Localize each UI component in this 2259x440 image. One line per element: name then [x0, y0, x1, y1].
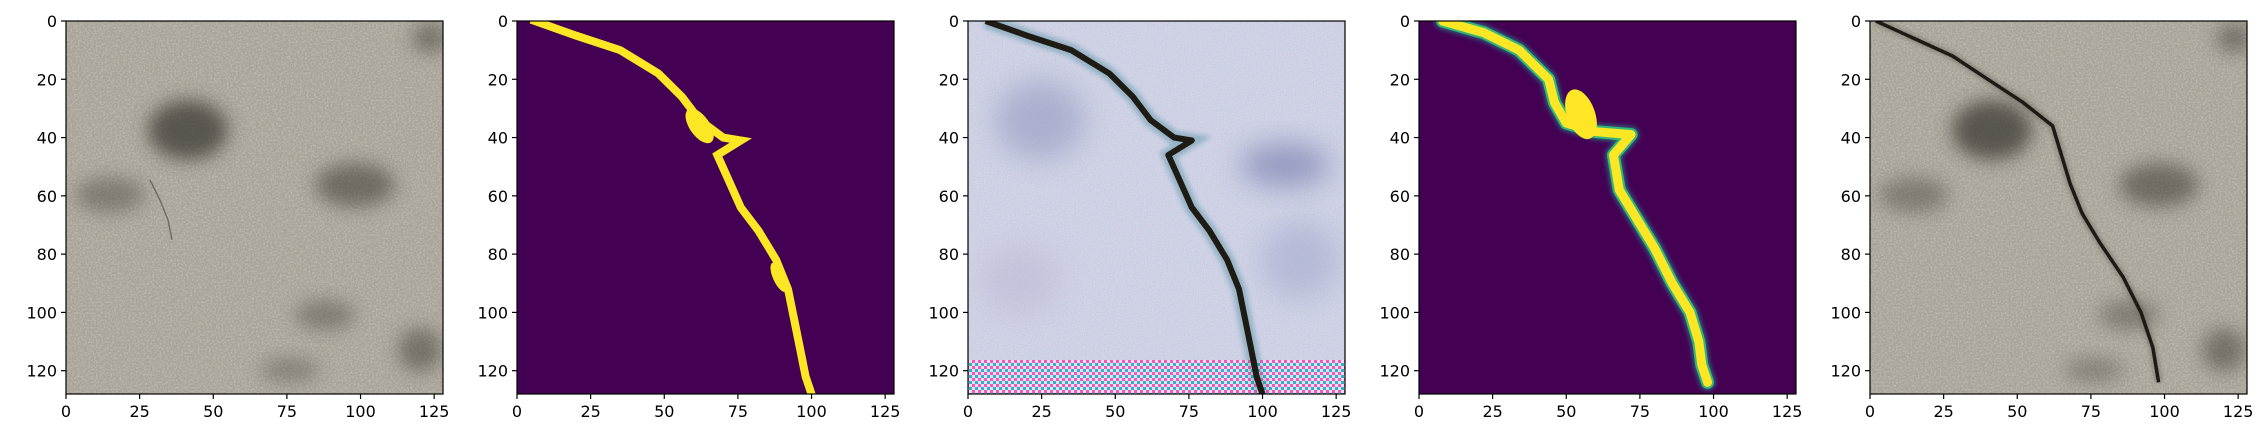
predicted-frame [1418, 20, 1797, 395]
generated-crack-line [984, 21, 1266, 394]
x-tick-label: 0 [1414, 402, 1424, 421]
predicted-crack-blob [1565, 89, 1597, 140]
output-photo-image [1870, 21, 2247, 394]
y-tick-label: 20 [1841, 70, 1861, 89]
panel-predicted: 0 25 50 75 100 125 0 20 40 60 80 100 120 [1379, 12, 1802, 421]
panel-ground-truth: 0 25 50 75 100 125 0 20 40 60 80 100 120 [477, 12, 900, 421]
x-tick-label: 100 [1698, 402, 1729, 421]
y-tick-label: 100 [928, 303, 959, 322]
x-tick-label: 125 [419, 402, 450, 421]
x-tick-label: 25 [1933, 402, 1953, 421]
input-photo-frame [65, 20, 444, 395]
y-tick-label: 0 [498, 12, 508, 31]
x-tick-label: 75 [277, 402, 297, 421]
x-tick-label: 25 [129, 402, 149, 421]
x-tick-label: 50 [654, 402, 674, 421]
y-tick-label: 80 [488, 245, 508, 264]
y-tick-label: 20 [488, 70, 508, 89]
generated-image [968, 21, 1345, 394]
panel-generated: 0 25 50 75 100 125 0 20 40 60 80 100 120 [928, 12, 1351, 421]
ground-truth-crack-blob [770, 262, 788, 293]
output-crack [1874, 21, 2163, 383]
y-tick-label: 80 [1390, 245, 1410, 264]
y-tick-label: 60 [488, 187, 508, 206]
y-tick-label: 80 [939, 245, 959, 264]
x-tick-label: 25 [580, 402, 600, 421]
x-tick-label: 125 [870, 402, 901, 421]
y-tick-label: 120 [1830, 362, 1861, 381]
panel-output-photo: 0 25 50 75 100 125 0 20 40 60 80 100 120 [1830, 12, 2253, 421]
input-photo-image [66, 21, 443, 394]
output-crack-line [1875, 21, 2161, 383]
x-tick-label: 100 [796, 402, 827, 421]
x-tick-label: 100 [2149, 402, 2180, 421]
predicted-ticks: 0 25 50 75 100 125 0 20 40 60 80 100 120 [1379, 12, 1802, 421]
x-tick-label: 50 [203, 402, 223, 421]
x-tick-label: 25 [1482, 402, 1502, 421]
ground-truth-crack-blob [685, 108, 714, 144]
generated-frame [967, 20, 1346, 395]
y-tick-label: 100 [26, 303, 57, 322]
x-tick-label: 0 [963, 402, 973, 421]
y-tick-label: 40 [1390, 129, 1410, 148]
x-tick-label: 75 [1630, 402, 1650, 421]
y-tick-label: 0 [949, 12, 959, 31]
x-tick-label: 125 [2223, 402, 2254, 421]
y-tick-label: 120 [477, 362, 508, 381]
y-tick-label: 40 [939, 129, 959, 148]
x-tick-label: 0 [61, 402, 71, 421]
ground-truth-image [517, 21, 894, 394]
y-tick-label: 40 [37, 129, 57, 148]
ground-truth-crack [529, 21, 816, 394]
x-tick-label: 100 [1247, 402, 1278, 421]
generated-ticks: 0 25 50 75 100 125 0 20 40 60 80 100 120 [928, 12, 1351, 421]
y-tick-label: 0 [1851, 12, 1861, 31]
x-tick-label: 125 [1772, 402, 1803, 421]
predicted-image [1419, 21, 1796, 394]
y-tick-label: 100 [1830, 303, 1861, 322]
x-tick-label: 0 [512, 402, 522, 421]
y-tick-label: 0 [1400, 12, 1410, 31]
x-tick-label: 75 [728, 402, 748, 421]
y-tick-label: 20 [37, 70, 57, 89]
y-tick-label: 120 [1379, 362, 1410, 381]
ground-truth-frame [516, 20, 895, 395]
y-tick-label: 80 [37, 245, 57, 264]
ground-truth-crack-line [529, 21, 816, 394]
y-tick-label: 40 [488, 129, 508, 148]
predicted-crack-core [1438, 21, 1713, 387]
x-tick-label: 100 [345, 402, 376, 421]
x-tick-label: 50 [2007, 402, 2027, 421]
y-tick-label: 120 [928, 362, 959, 381]
y-tick-label: 60 [939, 187, 959, 206]
x-tick-label: 75 [1179, 402, 1199, 421]
panel-input-photo: 0 25 50 75 100 125 0 20 40 60 80 100 120 [26, 12, 449, 421]
y-tick-label: 120 [26, 362, 57, 381]
predicted-crack [1434, 21, 1716, 391]
input-photo-ticks: 0 25 50 75 100 125 0 20 40 60 80 100 120 [26, 12, 449, 421]
x-tick-label: 50 [1105, 402, 1125, 421]
x-tick-label: 75 [2081, 402, 2101, 421]
y-tick-label: 40 [1841, 129, 1861, 148]
y-tick-label: 60 [1390, 187, 1410, 206]
y-tick-label: 20 [939, 70, 959, 89]
y-tick-label: 100 [1379, 303, 1410, 322]
output-photo-ticks: 0 25 50 75 100 125 0 20 40 60 80 100 120 [1830, 12, 2253, 421]
y-tick-label: 20 [1390, 70, 1410, 89]
x-tick-label: 0 [1865, 402, 1875, 421]
x-tick-label: 25 [1031, 402, 1051, 421]
output-photo-frame [1869, 20, 2248, 395]
ground-truth-ticks: 0 25 50 75 100 125 0 20 40 60 80 100 120 [477, 12, 900, 421]
y-tick-label: 60 [1841, 187, 1861, 206]
y-tick-label: 80 [1841, 245, 1861, 264]
x-tick-label: 125 [1321, 402, 1352, 421]
y-tick-label: 0 [47, 12, 57, 31]
generated-crack [983, 21, 1270, 394]
x-tick-label: 50 [1556, 402, 1576, 421]
y-tick-label: 100 [477, 303, 508, 322]
y-tick-label: 60 [37, 187, 57, 206]
